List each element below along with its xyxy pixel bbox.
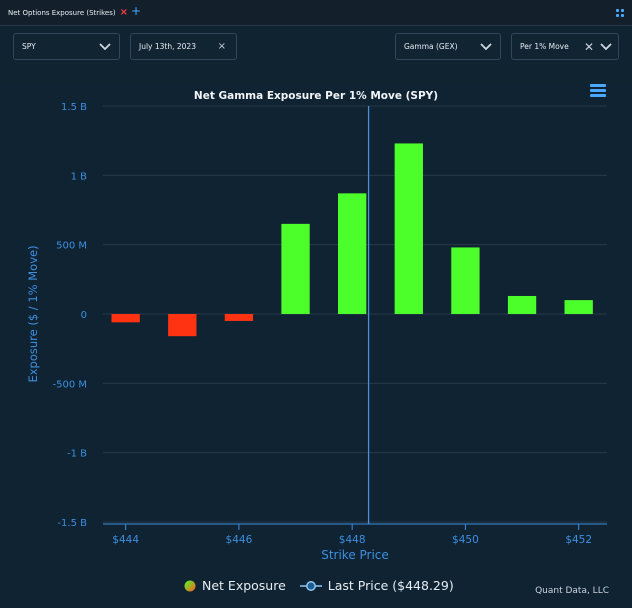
chevron-down-icon: [99, 43, 111, 51]
y-tick-label: -500 M: [52, 379, 87, 390]
metric-value: Gamma (GEX): [404, 42, 458, 51]
y-tick-label: 500 M: [56, 241, 87, 252]
y-tick-label: -1 B: [67, 449, 87, 460]
tab-label: Net Options Exposure (Strikes): [8, 9, 116, 17]
y-tick-label: 0: [81, 310, 87, 321]
bar-strike-445[interactable]: [168, 314, 197, 337]
normalization-value: Per 1% Move: [520, 42, 569, 51]
tab-bar: Net Options Exposure (Strikes) × +: [0, 0, 632, 26]
ticker-select[interactable]: SPY: [13, 33, 120, 60]
bar-strike-452[interactable]: [564, 300, 593, 314]
x-tick-label: $450: [452, 534, 479, 546]
date-value: July 13th, 2023: [139, 42, 196, 51]
chart-title: Net Gamma Exposure Per 1% Move (SPY): [194, 90, 438, 102]
date-picker[interactable]: July 13th, 2023 ×: [130, 33, 237, 60]
net-exposure-legend-icon: [184, 580, 196, 591]
clear-date-icon[interactable]: ×: [217, 41, 226, 52]
normalization-select[interactable]: Per 1% Move ✕: [511, 33, 619, 60]
metric-select[interactable]: Gamma (GEX): [395, 33, 501, 60]
tab-net-options-exposure[interactable]: Net Options Exposure (Strikes) ×: [8, 6, 128, 20]
chevron-down-icon: [600, 43, 612, 51]
bar-strike-449[interactable]: [394, 143, 423, 314]
chart-container: [0, 86, 632, 608]
x-axis-label: Strike Price: [321, 548, 389, 562]
legend-last-price[interactable]: Last Price ($448.29): [327, 578, 454, 593]
bar-strike-447[interactable]: [281, 223, 310, 314]
x-tick-label: $446: [226, 534, 253, 546]
chart-legend: Net Exposure Last Price ($448.29): [184, 578, 454, 593]
ticker-value: SPY: [22, 42, 36, 51]
chart-menu-icon[interactable]: [590, 84, 606, 98]
grid-icon[interactable]: [616, 9, 624, 17]
y-tick-label: 1.5 B: [61, 102, 87, 113]
y-axis-label: Exposure ($ / 1% Move): [26, 245, 40, 382]
chevron-down-icon: [480, 43, 492, 51]
y-tick-label: 1 B: [71, 171, 88, 182]
bar-strike-451[interactable]: [507, 295, 537, 314]
bar-strike-444[interactable]: [111, 314, 140, 323]
clear-normalization-icon[interactable]: ✕: [583, 40, 594, 54]
x-tick-label: $448: [339, 534, 366, 546]
legend-net-exposure[interactable]: Net Exposure: [202, 578, 286, 593]
y-tick-label: -1.5 B: [57, 518, 87, 529]
last-price-legend-icon: [299, 580, 322, 591]
credit-text: Quant Data, LLC: [535, 586, 609, 596]
bar-strike-446[interactable]: [224, 314, 254, 321]
bar-strike-448[interactable]: [338, 193, 367, 314]
bar-strike-450[interactable]: [451, 247, 480, 314]
x-tick-label: $452: [565, 534, 592, 546]
x-tick-label: $444: [112, 534, 139, 546]
main-panel: SPY July 13th, 2023 × Gamma (GEX) Per 1%…: [0, 26, 632, 608]
close-icon[interactable]: ×: [119, 7, 128, 18]
add-tab-icon[interactable]: +: [131, 4, 142, 18]
